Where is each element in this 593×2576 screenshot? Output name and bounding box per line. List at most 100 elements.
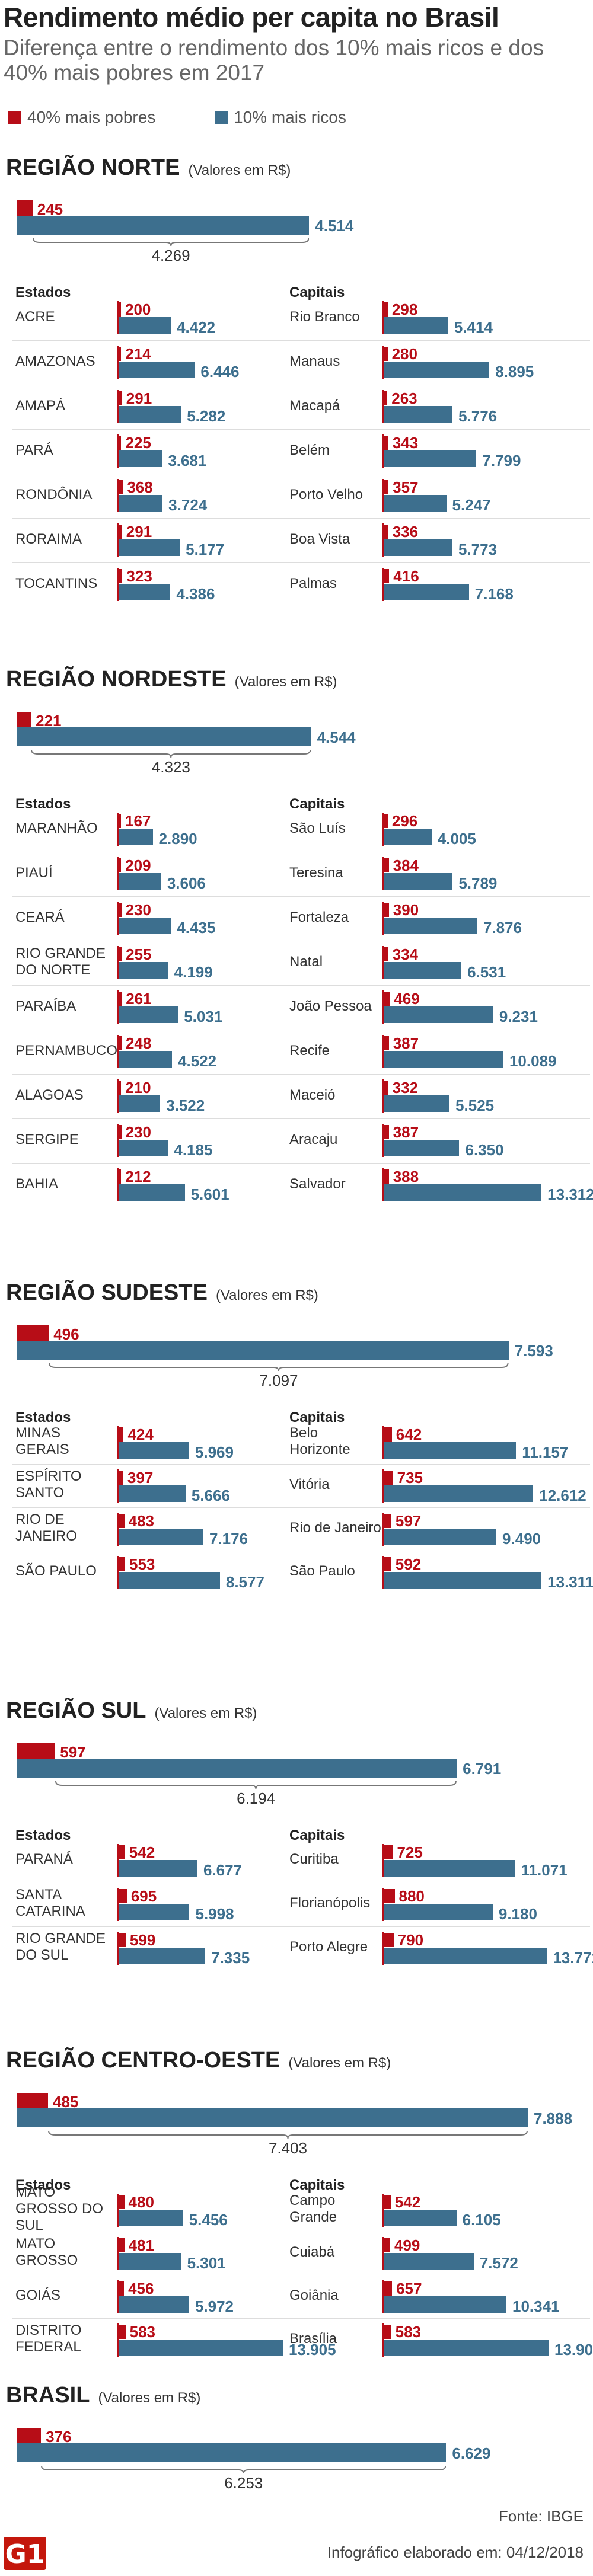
state-bar-rich	[119, 1095, 161, 1112]
capital-bar-rich	[384, 1948, 547, 1964]
difference-label: 7.403	[268, 2139, 308, 2157]
page-subtitle: Diferença entre o rendimento dos 10% mai…	[4, 36, 544, 85]
capital-name: Maceió	[289, 1086, 336, 1103]
table-row: DISTRITO FEDERAL 583 13.905 Brasília 583 13.9…	[0, 2320, 593, 2363]
row-divider	[12, 1464, 590, 1465]
brace-graphic	[55, 1781, 457, 1789]
region-section: REGIÃO NORTE (Valores em R$) 245 4.514 4.269…	[0, 155, 593, 609]
state-axis-line	[117, 301, 119, 334]
row-divider	[12, 985, 590, 986]
capital-axis-line	[382, 1556, 384, 1589]
capital-axis-line	[382, 2280, 384, 2313]
state-value-poor: 397	[127, 1469, 154, 1487]
capital-bar-poor	[384, 480, 389, 494]
difference-brace	[49, 1363, 509, 1372]
table-row: RONDÔNIA 368 3.724 Porto Velho 357 5.247	[0, 475, 593, 520]
capital-bar-poor	[384, 903, 389, 917]
row-divider	[12, 1118, 590, 1119]
state-value-rich: 4.435	[177, 919, 216, 937]
capital-name: Natal	[289, 953, 323, 970]
capital-value-poor: 343	[392, 434, 419, 452]
state-value-rich: 5.456	[189, 2211, 228, 2229]
capital-name: Brasília	[289, 2330, 337, 2347]
state-bar-poor	[119, 347, 122, 361]
state-value-rich: 3.681	[168, 452, 207, 469]
state-value-poor: 291	[126, 523, 152, 541]
state-axis-line	[117, 1513, 119, 1546]
state-bar-poor	[119, 1471, 123, 1485]
capital-name: Rio Branco	[289, 308, 360, 325]
state-value-rich: 8.577	[225, 1573, 264, 1591]
capital-value-rich: 13.311	[547, 1573, 593, 1591]
region-name: REGIÃO NORTE	[6, 155, 180, 180]
state-axis-line	[117, 1035, 119, 1068]
state-bar-rich	[119, 1904, 190, 1920]
capital-value-rich: 4.005	[437, 830, 476, 848]
capital-value-rich: 12.612	[539, 1487, 586, 1504]
state-value-poor: 424	[127, 1426, 154, 1443]
state-name: AMAPÁ	[15, 397, 66, 414]
row-divider	[12, 1507, 590, 1508]
region-section: REGIÃO SUDESTE (Valores em R$) 496 7.593 7.0…	[0, 1280, 593, 1596]
capital-name: Porto Alegre	[289, 1939, 368, 1955]
row-divider	[12, 1926, 590, 1927]
capital-axis-line	[382, 1079, 384, 1113]
state-axis-line	[117, 1168, 119, 1201]
state-name: SÃO PAULO	[15, 1562, 97, 1579]
table-row: RORAIMA 291 5.177 Boa Vista 336 5.773	[0, 520, 593, 564]
state-value-poor: 200	[125, 301, 151, 318]
capital-value-rich: 8.895	[495, 363, 534, 381]
state-name: SANTA CATARINA	[15, 1887, 85, 1919]
region-label-poor: 597	[60, 1743, 86, 1761]
capital-axis-line	[382, 813, 384, 846]
table-row: ALAGOAS 210 3.522 Maceió 332 5.525	[0, 1076, 593, 1120]
state-value-rich: 5.969	[195, 1443, 234, 1461]
capital-bar-rich	[384, 1572, 542, 1589]
state-bar-rich	[119, 1572, 220, 1589]
capital-value-poor: 642	[396, 1426, 422, 1443]
state-axis-line	[117, 1079, 119, 1113]
capital-name: Cuiabá	[289, 2243, 335, 2260]
state-bar-rich	[119, 1860, 197, 1877]
state-bar-rich	[119, 1140, 168, 1156]
state-bar-rich	[119, 1529, 203, 1545]
table-row: AMAZONAS 214 6.446 Manaus 280 8.895	[0, 342, 593, 386]
state-value-poor: 230	[125, 901, 151, 919]
table-row: PERNAMBUCO 248 4.522 Recife 387 10.089	[0, 1031, 593, 1076]
state-value-poor: 209	[125, 856, 151, 874]
region-bar-poor	[17, 2093, 48, 2108]
state-bar-poor	[119, 1427, 124, 1442]
state-name: RIO GRANDE DO NORTE	[15, 945, 106, 978]
state-bar-rich	[119, 1051, 173, 1068]
region-label-poor: 245	[37, 200, 63, 218]
capitals-column-header: Capitais	[289, 1410, 345, 1426]
capital-name: São Paulo	[289, 1562, 355, 1579]
state-axis-line	[117, 813, 119, 846]
capital-bar-rich	[384, 1184, 542, 1201]
state-bar-rich	[119, 584, 171, 600]
region-label-rich: 6.629	[452, 2444, 491, 2462]
brace-path	[49, 1363, 509, 1372]
difference-label: 4.323	[151, 758, 190, 776]
capital-name: Boa Vista	[289, 530, 350, 547]
capital-name: Campo Grande	[289, 2192, 337, 2225]
capital-bar-rich	[384, 1006, 493, 1023]
state-value-rich: 5.998	[195, 1905, 234, 1923]
brace-graphic	[49, 1363, 509, 1372]
state-name: RONDÔNIA	[15, 486, 93, 503]
state-axis-line	[117, 857, 119, 890]
capital-bar-rich	[384, 1904, 493, 1920]
region-header: REGIÃO CENTRO-OESTE (Valores em R$)	[6, 2048, 391, 2073]
capital-name: Teresina	[289, 864, 343, 881]
capital-value-poor: 542	[394, 2193, 421, 2211]
state-value-rich: 4.522	[178, 1052, 217, 1070]
capital-value-rich: 5.414	[454, 318, 493, 336]
state-value-rich: 2.890	[158, 830, 197, 848]
capital-bar-poor	[384, 858, 389, 872]
table-row: SANTA CATARINA 695 5.998 Florianópolis 880 9.…	[0, 1884, 593, 1928]
state-bar-poor	[119, 1081, 122, 1095]
state-axis-line	[117, 2280, 119, 2313]
state-axis-line	[117, 434, 119, 468]
capital-axis-line	[382, 346, 384, 379]
